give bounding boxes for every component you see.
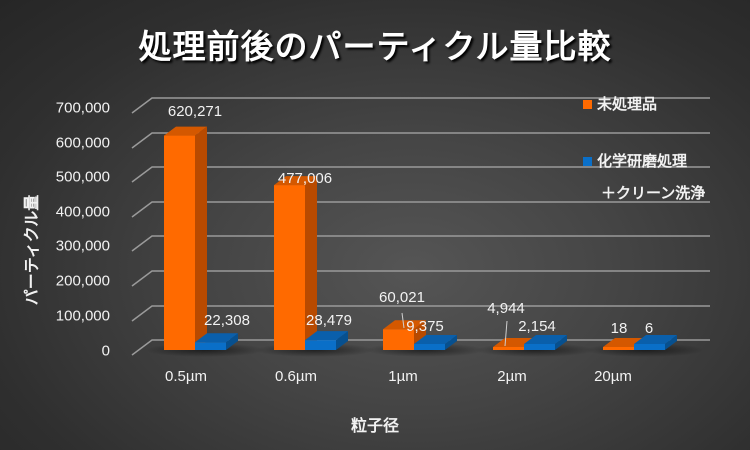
- bar-top: [274, 176, 317, 186]
- data-label: 60,021: [379, 289, 425, 306]
- data-label: 620,271: [168, 103, 222, 120]
- data-label: 18: [611, 320, 628, 337]
- y-tick: 400,000: [55, 203, 110, 221]
- y-tick: 100,000: [55, 307, 110, 325]
- data-label: 2,154: [518, 318, 556, 335]
- data-label: 22,308: [204, 312, 250, 329]
- legend-label: 化学研磨処理: [597, 152, 688, 170]
- y-tick: 600,000: [55, 134, 110, 152]
- x-tick: 20µm: [594, 368, 632, 385]
- bars: [164, 126, 677, 351]
- bar-side: [195, 126, 207, 351]
- bar-top: [383, 320, 426, 330]
- y-tick: 700,000: [55, 99, 110, 117]
- data-label: 6: [645, 320, 653, 337]
- x-tick: 0.5µm: [165, 368, 207, 385]
- legend-label-continued: ＋クリーン洗浄: [601, 184, 706, 202]
- y-tick: 200,000: [55, 272, 110, 290]
- bar-side: [336, 331, 348, 350]
- bar-top: [414, 335, 457, 344]
- bar-treated[interactable]: [195, 342, 226, 350]
- bar-untreated[interactable]: [274, 185, 305, 350]
- bar-treated[interactable]: [634, 344, 665, 350]
- x-tick: 0.6µm: [275, 368, 317, 385]
- bar-treated[interactable]: [414, 344, 445, 350]
- bar-side: [445, 335, 457, 350]
- data-label: 28,479: [306, 312, 352, 329]
- bar-untreated[interactable]: [493, 347, 524, 350]
- bar-top: [524, 335, 567, 344]
- chart-title: 処理前後のパーティクル量比較: [138, 27, 612, 66]
- x-tick: 2µm: [497, 368, 527, 385]
- bar-side: [226, 333, 238, 350]
- data-label: 9,375: [406, 318, 444, 335]
- legend-swatch-orange: [583, 100, 592, 109]
- y-tick: 300,000: [55, 237, 110, 255]
- bar-top: [634, 335, 677, 344]
- bar-untreated[interactable]: [164, 135, 195, 350]
- bar-side: [555, 335, 567, 350]
- data-labels: 620,271 22,308 477,006 28,479 60,021 9,375 4,9…: [168, 103, 653, 337]
- bar-top: [164, 126, 207, 136]
- data-label: 477,006: [278, 170, 332, 187]
- legend-item-treated[interactable]: 化学研磨処理: [583, 150, 687, 171]
- bar-untreated[interactable]: [603, 347, 634, 350]
- bar-treated[interactable]: [524, 344, 555, 350]
- bar-side: [665, 335, 677, 350]
- x-tick: 1µm: [388, 368, 418, 385]
- leader-line: [504, 320, 508, 347]
- legend-item-untreated[interactable]: 未処理品: [583, 93, 657, 114]
- x-axis-label: 粒子径: [350, 416, 400, 435]
- bar-side: [305, 176, 317, 350]
- legend-swatch-blue: [583, 157, 592, 166]
- y-tick: 0: [101, 342, 110, 360]
- y-tick: 500,000: [55, 168, 110, 186]
- bar-untreated[interactable]: [383, 329, 414, 350]
- data-label: 4,944: [487, 300, 525, 317]
- legend-label: 未処理品: [597, 95, 658, 113]
- bar-treated[interactable]: [305, 340, 336, 350]
- leader-line: [401, 312, 405, 329]
- bar-top: [195, 333, 238, 343]
- bar-top: [305, 331, 348, 341]
